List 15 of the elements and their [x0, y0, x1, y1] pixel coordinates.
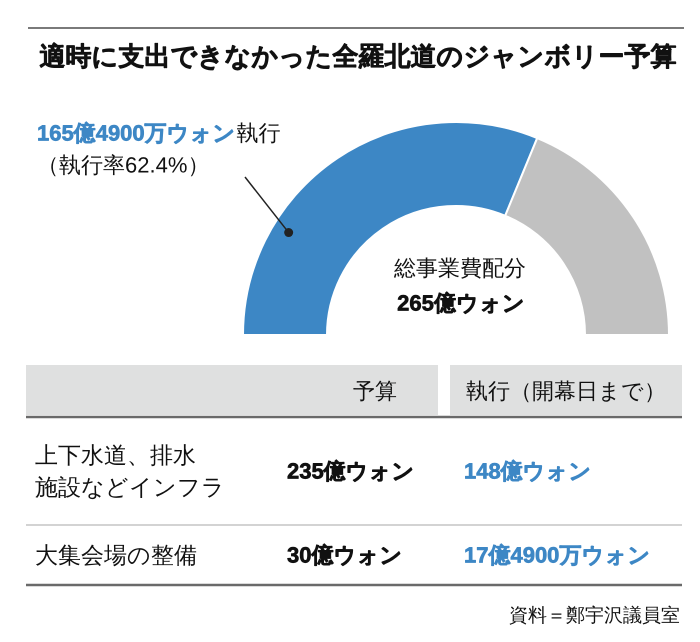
- text: 総事業費配分: [393, 256, 526, 280]
- row-label: 上下水道、排水施設などインフラ: [35, 442, 225, 500]
- table-cell: 17億4900万ウォン: [464, 542, 650, 568]
- column-header: 執行（開幕日まで）: [466, 378, 666, 404]
- source-note: 資料＝鄭宇沢議員室: [509, 606, 680, 626]
- chart-title: 適時に支出できなかった全羅北道のジャンボリー予算: [40, 41, 676, 71]
- row-label: 大集会場の整備: [35, 542, 197, 568]
- slice-label: 執行: [236, 120, 281, 146]
- table-cell: 30億ウォン: [287, 542, 402, 568]
- table-cell: 148億ウォン: [464, 458, 592, 484]
- table-cell: 235億ウォン: [287, 458, 415, 484]
- text: 265億ウォン: [397, 290, 525, 316]
- data-label: 165億4900万ウォン: [37, 120, 236, 146]
- text: （執行率62.4%）: [37, 152, 210, 178]
- column-header: 予算: [353, 378, 397, 404]
